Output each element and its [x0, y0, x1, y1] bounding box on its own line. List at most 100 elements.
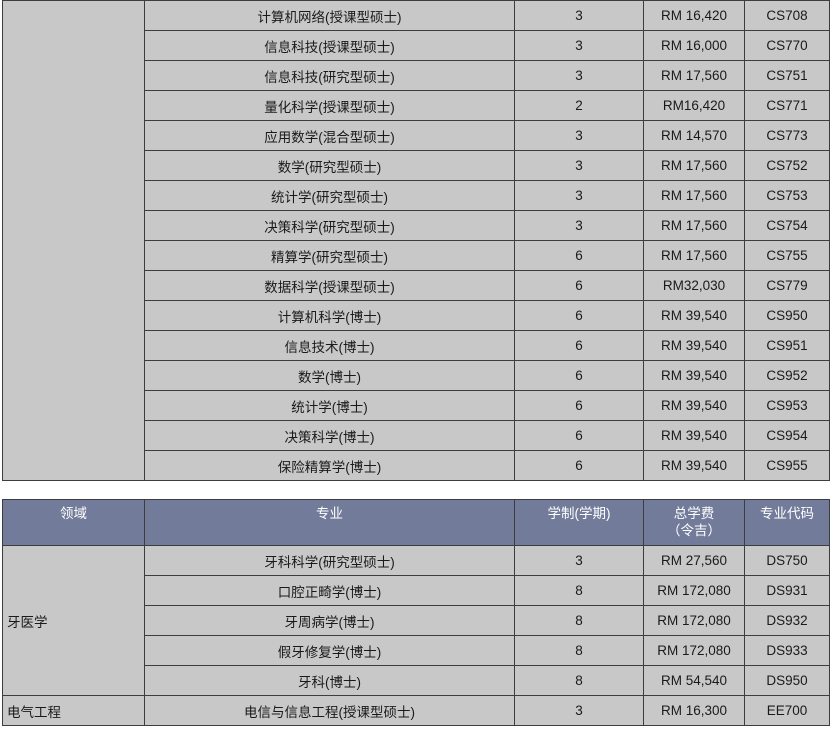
- fee-cell: RM 39,540: [643, 300, 745, 331]
- duration-cell: 3: [514, 545, 644, 576]
- code-cell: CS779: [744, 270, 830, 301]
- fee-cell: RM 54,540: [643, 665, 745, 696]
- code-cell: CS951: [744, 330, 830, 361]
- major-cell: 牙科(博士): [144, 665, 515, 696]
- table-row: 电气工程 电信与信息工程(授课型硕士) 3 RM 16,300 EE700: [2, 695, 830, 726]
- major-cell: 数据科学(授课型硕士): [144, 270, 515, 301]
- column-header-fee-line1: 总学费: [673, 506, 715, 521]
- fee-cell: RM 17,560: [643, 180, 745, 211]
- duration-cell: 3: [514, 695, 644, 726]
- table-row: 计算机网络(授课型硕士) 3 RM 16,420 CS708: [2, 0, 830, 481]
- major-cell: 精算学(研究型硕士): [144, 240, 515, 271]
- fee-cell: RM 27,560: [643, 545, 745, 576]
- duration-cell: 6: [514, 390, 644, 421]
- table-row: 应用数学(混合型硕士) 3 RM 14,570 CS773: [3, 120, 830, 151]
- table-main: 领域 专业 学制(学期) 总学费 （令吉） 专业代码 牙医学 牙科科学(研究型硕士…: [2, 499, 830, 726]
- duration-cell: 6: [514, 240, 644, 271]
- table-row: 量化科学(授课型硕士) 2 RM16,420 CS771: [3, 90, 830, 121]
- duration-cell: 6: [514, 270, 644, 301]
- code-cell: CS753: [744, 180, 830, 211]
- table-row: 信息科技(授课型硕士) 3 RM 16,000 CS770: [3, 30, 830, 61]
- duration-cell: 8: [514, 665, 644, 696]
- fee-cell: RM32,030: [643, 270, 745, 301]
- fee-cell: RM 16,420: [643, 0, 745, 31]
- fee-cell: RM 16,000: [643, 30, 745, 61]
- table-row: 统计学(博士) 6 RM 39,540 CS953: [3, 390, 830, 421]
- major-cell: 计算机网络(授课型硕士): [144, 0, 515, 31]
- fee-cell: RM 172,080: [643, 575, 745, 606]
- table-row: 数学(博士) 6 RM 39,540 CS952: [3, 360, 830, 391]
- major-cell: 信息科技(授课型硕士): [144, 30, 515, 61]
- table-row: 统计学(研究型硕士) 3 RM 17,560 CS753: [3, 180, 830, 211]
- fee-cell: RM 17,560: [643, 60, 745, 91]
- duration-cell: 3: [514, 120, 644, 151]
- major-cell: 数学(博士): [144, 360, 515, 391]
- duration-cell: 8: [514, 635, 644, 666]
- duration-cell: 8: [514, 575, 644, 606]
- code-cell: DS932: [744, 605, 830, 636]
- code-cell: CS954: [744, 420, 830, 451]
- duration-cell: 8: [514, 605, 644, 636]
- field-cell-merged: [2, 0, 145, 481]
- major-cell: 口腔正畸学(博士): [144, 575, 515, 606]
- major-cell: 量化科学(授课型硕士): [144, 90, 515, 121]
- fee-cell: RM 172,080: [643, 605, 745, 636]
- major-cell: 数学(研究型硕士): [144, 150, 515, 181]
- column-header-major: 专业: [144, 499, 515, 546]
- table-row: 牙周病学(博士) 8 RM 172,080 DS932: [3, 605, 830, 636]
- column-header-duration: 学制(学期): [514, 499, 644, 546]
- duration-cell: 6: [514, 420, 644, 451]
- code-cell: CS950: [744, 300, 830, 331]
- column-header-code: 专业代码: [744, 499, 830, 546]
- duration-cell: 6: [514, 330, 644, 361]
- table-row: 牙医学 牙科科学(研究型硕士) 3 RM 27,560 DS750: [2, 545, 830, 696]
- table-row: 数学(研究型硕士) 3 RM 17,560 CS752: [3, 150, 830, 181]
- field-cell-merged: 牙医学: [2, 545, 145, 696]
- column-header-field: 领域: [2, 499, 145, 546]
- duration-cell: 2: [514, 90, 644, 121]
- duration-cell: 3: [514, 210, 644, 241]
- duration-cell: 6: [514, 300, 644, 331]
- duration-cell: 6: [514, 360, 644, 391]
- code-cell: CS754: [744, 210, 830, 241]
- fee-cell: RM16,420: [643, 90, 745, 121]
- table-continued-wrapper: 计算机网络(授课型硕士) 3 RM 16,420 CS708 信息科技(授课型硕士) 3 R…: [2, 0, 830, 481]
- table-row: 决策科学(博士) 6 RM 39,540 CS954: [3, 420, 830, 451]
- major-cell: 假牙修复学(博士): [144, 635, 515, 666]
- duration-cell: 3: [514, 150, 644, 181]
- code-cell: CS752: [744, 150, 830, 181]
- column-header-fee-line2: （令吉）: [667, 522, 721, 538]
- table-row: 牙科(博士) 8 RM 54,540 DS950: [3, 665, 830, 696]
- fee-cell: RM 39,540: [643, 390, 745, 421]
- major-cell: 决策科学(博士): [144, 420, 515, 451]
- table-continued: 计算机网络(授课型硕士) 3 RM 16,420 CS708 信息科技(授课型硕士) 3 R…: [2, 0, 830, 481]
- code-cell: DS750: [744, 545, 830, 576]
- major-cell: 牙周病学(博士): [144, 605, 515, 636]
- code-cell: DS931: [744, 575, 830, 606]
- code-cell: CS771: [744, 90, 830, 121]
- fee-cell: RM 14,570: [643, 120, 745, 151]
- fee-cell: RM 172,080: [643, 635, 745, 666]
- code-cell: CS955: [744, 450, 830, 481]
- major-cell: 信息技术(博士): [144, 330, 515, 361]
- duration-cell: 3: [514, 180, 644, 211]
- major-cell: 应用数学(混合型硕士): [144, 120, 515, 151]
- header-row: 领域 专业 学制(学期) 总学费 （令吉） 专业代码: [2, 499, 830, 546]
- table-row: 决策科学(研究型硕士) 3 RM 17,560 CS754: [3, 210, 830, 241]
- code-cell: CS773: [744, 120, 830, 151]
- major-cell: 决策科学(研究型硕士): [144, 210, 515, 241]
- code-cell: DS933: [744, 635, 830, 666]
- code-cell: EE700: [744, 695, 830, 726]
- major-cell: 统计学(研究型硕士): [144, 180, 515, 211]
- code-cell: CS770: [744, 30, 830, 61]
- major-cell: 牙科科学(研究型硕士): [144, 545, 515, 576]
- major-cell: 电信与信息工程(授课型硕士): [144, 695, 515, 726]
- major-cell: 计算机科学(博士): [144, 300, 515, 331]
- table-row: 信息技术(博士) 6 RM 39,540 CS951: [3, 330, 830, 361]
- major-cell: 统计学(博士): [144, 390, 515, 421]
- code-cell: CS952: [744, 360, 830, 391]
- table-row: 数据科学(授课型硕士) 6 RM32,030 CS779: [3, 270, 830, 301]
- major-cell: 保险精算学(博士): [144, 450, 515, 481]
- fee-cell: RM 39,540: [643, 360, 745, 391]
